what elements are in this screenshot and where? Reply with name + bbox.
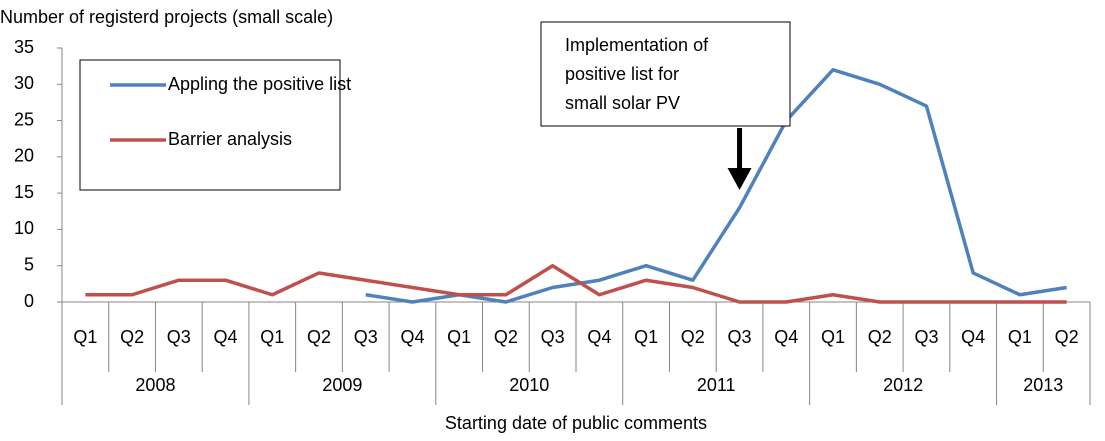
- x-group-label: 2011: [697, 375, 736, 395]
- x-tick-label: Q2: [681, 327, 705, 347]
- y-tick-label: 20: [14, 146, 34, 166]
- y-tick-label: 25: [14, 109, 34, 129]
- series-line: [365, 68, 1067, 304]
- x-axis-title: Starting date of public comments: [445, 413, 707, 433]
- x-group-label: 2012: [883, 375, 923, 395]
- x-tick-label: Q2: [868, 327, 892, 347]
- annotation-box: [540, 21, 791, 127]
- x-tick-label: Q2: [120, 327, 144, 347]
- legend-box: [79, 59, 341, 191]
- x-tick-label: Q1: [634, 327, 658, 347]
- y-tick-label: 35: [14, 37, 34, 57]
- x-tick-label: Q3: [728, 327, 752, 347]
- x-group-label: 2013: [1023, 375, 1063, 395]
- x-tick-label: Q3: [914, 327, 938, 347]
- x-tick-label: Q1: [821, 327, 845, 347]
- x-tick-label: Q2: [307, 327, 331, 347]
- legend-label: Barrier analysis: [168, 129, 292, 149]
- x-tick-label: Q3: [167, 327, 191, 347]
- y-tick-label: 30: [14, 73, 34, 93]
- annotation-arrowhead: [727, 168, 752, 190]
- x-group-label: 2008: [135, 375, 175, 395]
- x-tick-label: Q3: [354, 327, 378, 347]
- annotation-text: positive list for: [565, 64, 679, 84]
- x-tick-label: Q4: [214, 327, 238, 347]
- x-tick-label: Q2: [1055, 327, 1079, 347]
- x-tick-label: Q1: [447, 327, 471, 347]
- x-tick-label: Q2: [494, 327, 518, 347]
- x-tick-label: Q4: [587, 327, 611, 347]
- x-group-label: 2009: [322, 375, 362, 395]
- x-tick-label: Q1: [1008, 327, 1032, 347]
- annotation-text: Implementation of: [565, 35, 709, 55]
- x-tick-label: Q1: [73, 327, 97, 347]
- x-tick-label: Q4: [400, 327, 424, 347]
- y-tick-label: 5: [24, 254, 34, 274]
- y-tick-label: 10: [14, 218, 34, 238]
- x-tick-label: Q4: [961, 327, 985, 347]
- series-line: [85, 263, 1067, 304]
- y-axis-title: Number of registerd projects (small scal…: [0, 7, 333, 27]
- x-tick-label: Q3: [541, 327, 565, 347]
- legend-label: Appling the positive list: [168, 74, 351, 94]
- y-tick-label: 0: [24, 291, 34, 311]
- x-group-label: 2010: [509, 375, 549, 395]
- y-tick-label: 15: [14, 182, 34, 202]
- x-tick-label: Q4: [774, 327, 798, 347]
- x-tick-label: Q1: [260, 327, 284, 347]
- annotation-text: small solar PV: [565, 93, 680, 113]
